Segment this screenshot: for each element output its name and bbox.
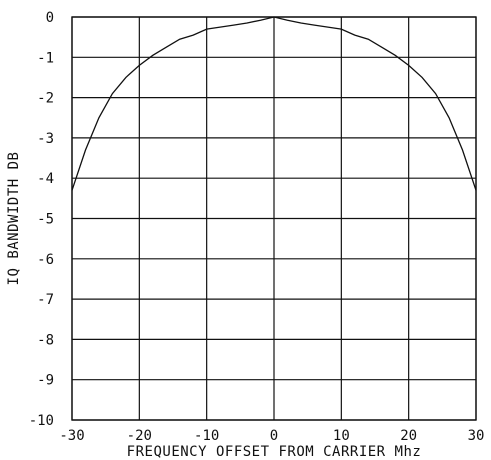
x-tick-labels: -30 -20 -10 0 10 20 30 [59, 428, 484, 444]
x-tick-label: -30 [59, 428, 84, 444]
grid [71, 16, 477, 421]
x-tick-label: 20 [400, 428, 417, 444]
y-axis-title: IQ BANDWIDTH DB [6, 152, 22, 286]
x-axis-title: FREQUENCY OFFSET FROM CARRIER Mhz [127, 444, 422, 460]
plot-frame [71, 16, 477, 421]
y-tick-label: -2 [37, 91, 54, 107]
x-tick-label: 30 [468, 428, 485, 444]
y-tick-label: -1 [37, 50, 54, 66]
y-tick-label: -10 [29, 413, 54, 429]
y-tick-label: -4 [37, 171, 54, 187]
y-tick-label: -8 [37, 332, 54, 348]
y-tick-label: -9 [37, 373, 54, 389]
x-tick-label: 10 [333, 428, 350, 444]
y-tick-label: -7 [37, 292, 54, 308]
x-tick-label: -20 [127, 428, 152, 444]
y-tick-label: 0 [46, 10, 54, 26]
x-tick-label: -10 [194, 428, 219, 444]
x-tick-label: 0 [270, 428, 278, 444]
y-tick-label: -5 [37, 212, 54, 228]
y-tick-labels: 0 -1 -2 -3 -4 -5 -6 -7 -8 -9 -10 [29, 10, 54, 429]
y-tick-label: -6 [37, 252, 54, 268]
y-tick-label: -3 [37, 131, 54, 147]
